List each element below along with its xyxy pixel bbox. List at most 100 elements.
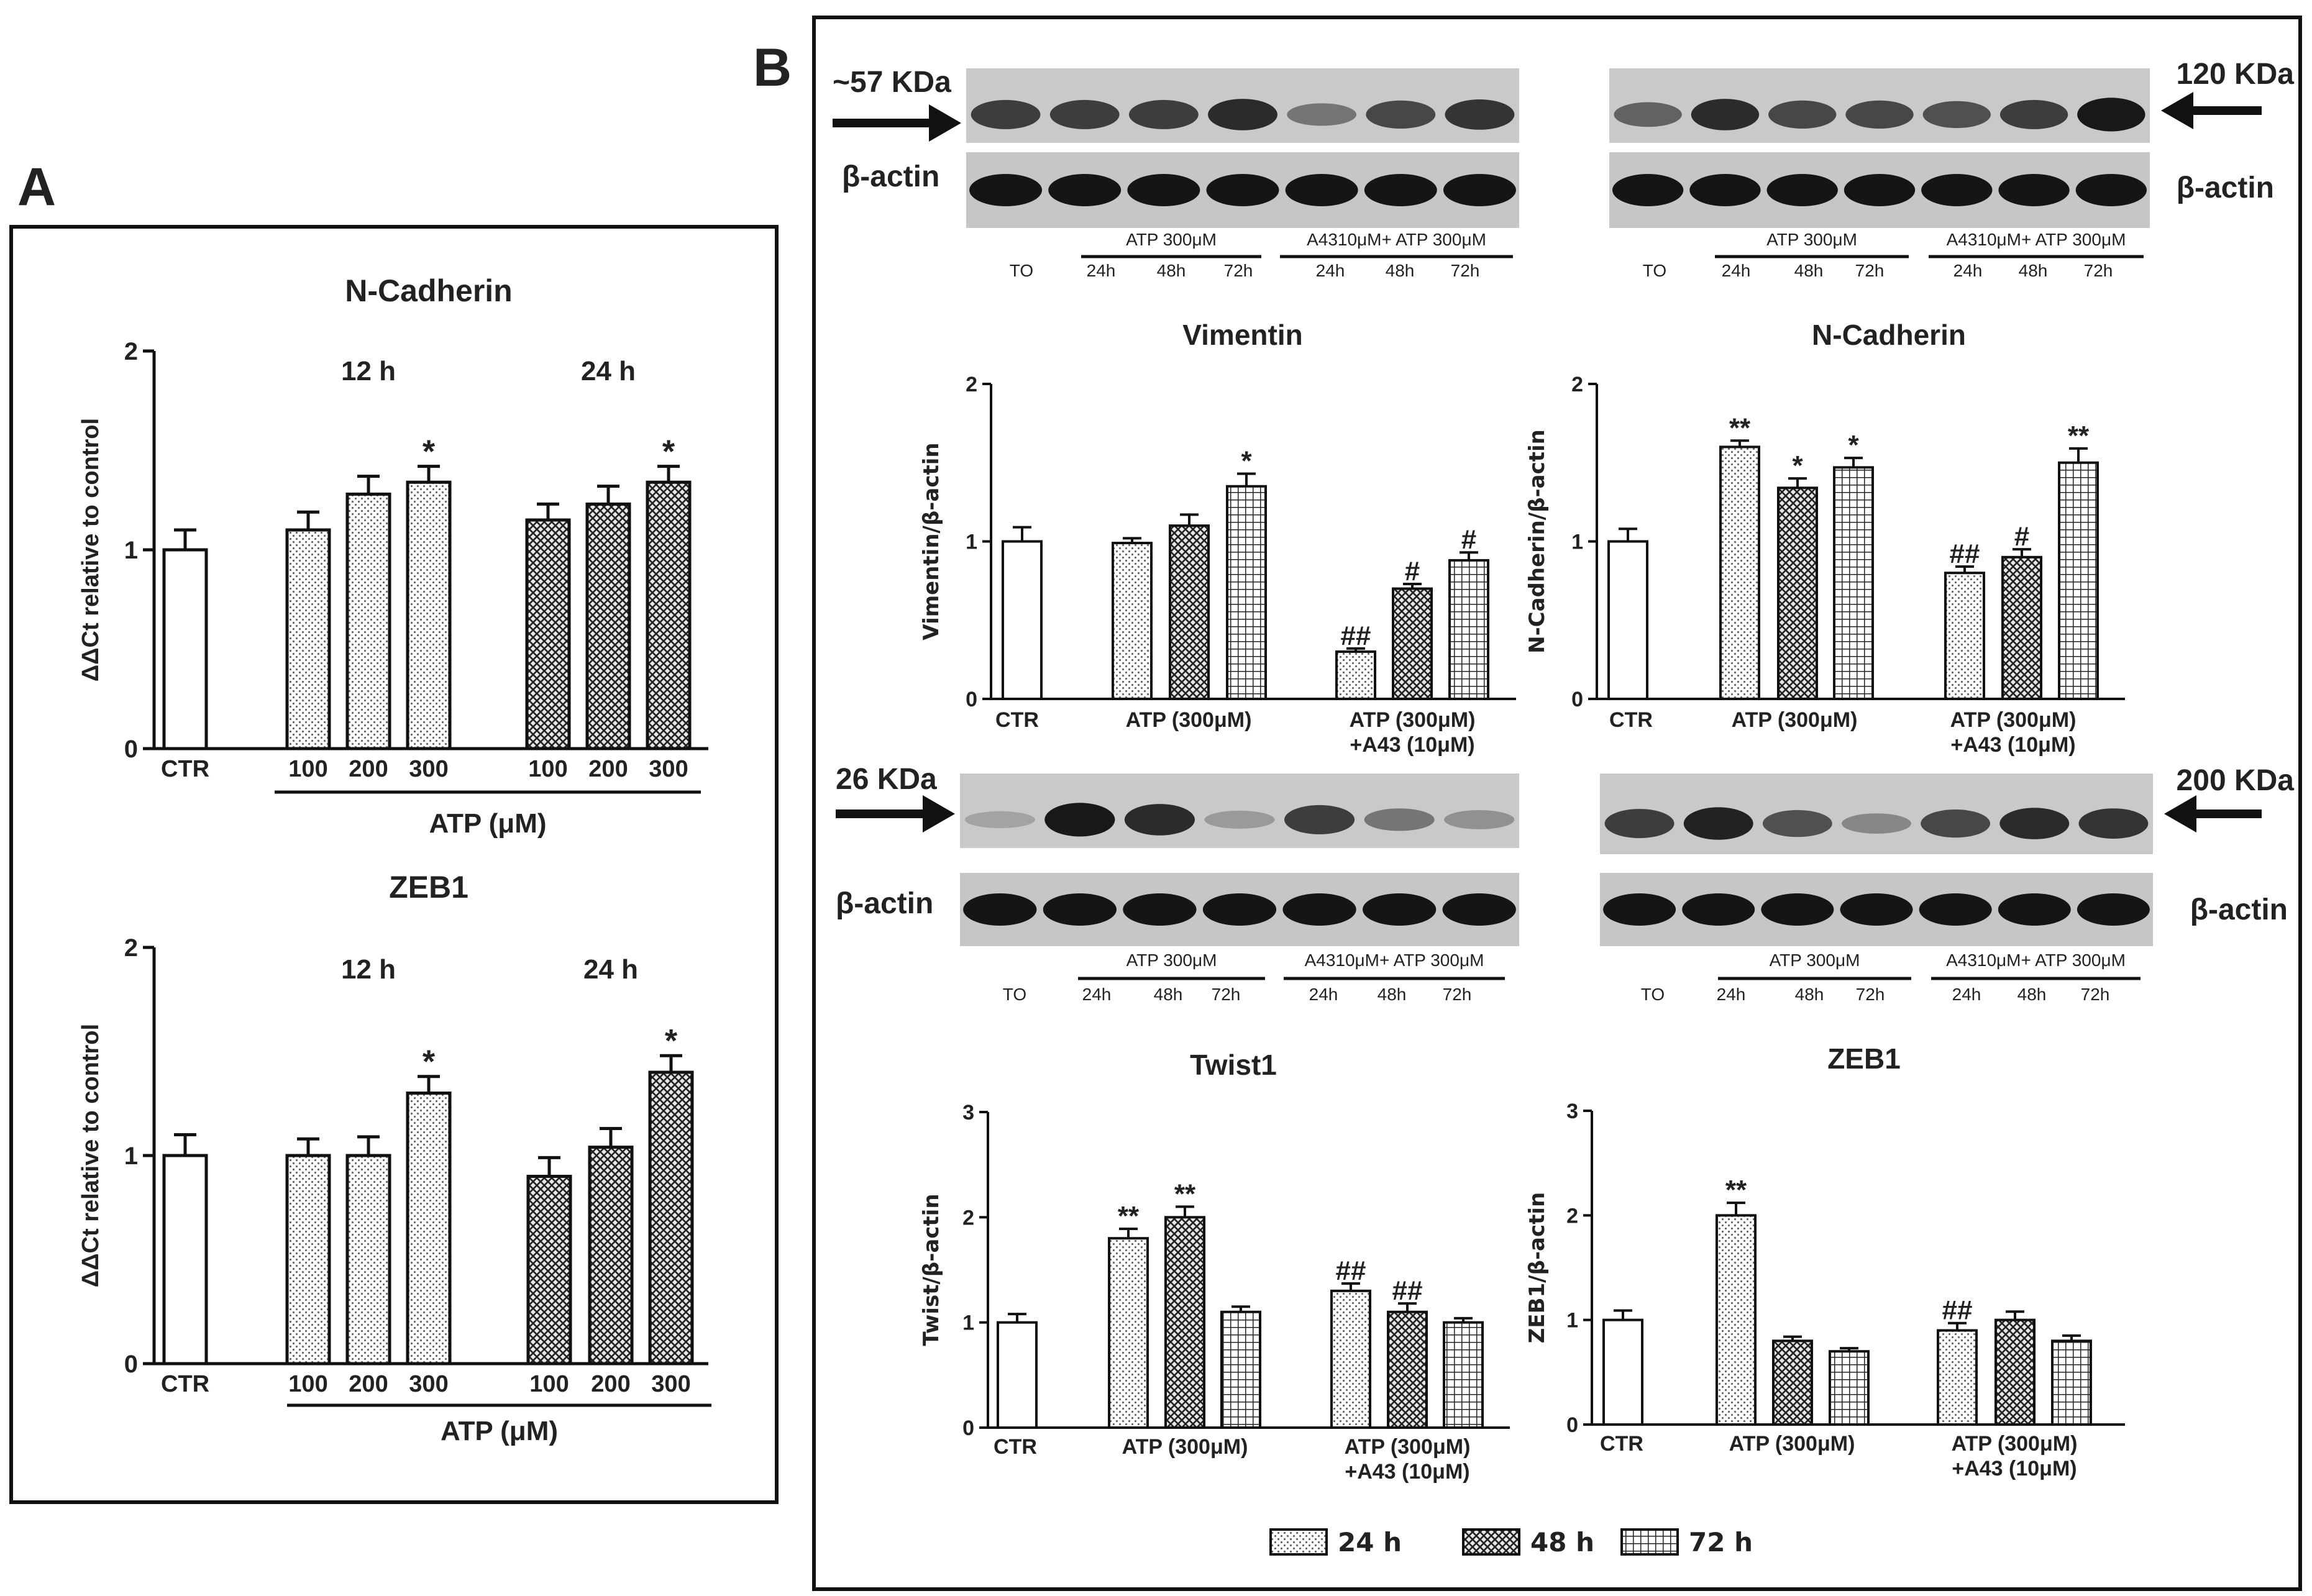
lane-label: 72h xyxy=(1451,261,1480,280)
actin-band xyxy=(1363,893,1437,926)
x-group-label: ATP (300μM) +A43 (10μM) xyxy=(1345,1435,1471,1484)
bar xyxy=(285,528,331,750)
actin-band xyxy=(1282,893,1356,926)
lane-label: 72h xyxy=(1443,985,1472,1004)
bar xyxy=(1335,650,1376,700)
actin-band xyxy=(1202,893,1277,926)
x-group-label-line: ATP (300μM) xyxy=(1122,1435,1248,1459)
protein-band xyxy=(1124,804,1195,836)
x-group-label: ATP (300μM) xyxy=(1729,1432,1855,1456)
ncadherin-densitometry-chart: N-CadherinN-Cadherin/β-actin012****###**… xyxy=(1525,319,2125,757)
bar xyxy=(2051,1339,2092,1426)
significance-mark: ## xyxy=(1942,1295,1973,1326)
bar xyxy=(1937,1329,1978,1426)
y-tick-label: 1 xyxy=(1566,1309,1578,1333)
x-tick-label: 100 xyxy=(288,756,327,782)
bar xyxy=(646,480,692,750)
x-tick-label: 300 xyxy=(409,756,448,782)
x-tick-label: CTR xyxy=(161,756,209,782)
y-tick-label: 0 xyxy=(962,1416,974,1440)
protein-band xyxy=(1445,99,1515,130)
y-tick-label: 0 xyxy=(1566,1413,1578,1437)
x-tick-label: 200 xyxy=(349,1371,388,1397)
actin-label: β-actin xyxy=(836,887,933,920)
y-axis-label: ΔΔCt relative to control xyxy=(78,1024,104,1287)
lane-label: 72h xyxy=(2084,261,2113,280)
lane-label: TO xyxy=(1641,985,1665,1004)
lane-label: 72h xyxy=(1856,985,1885,1004)
bar xyxy=(285,1154,331,1366)
lane-label: 72h xyxy=(1855,261,1885,280)
lane-label: 48h xyxy=(1157,261,1186,280)
bar xyxy=(1112,542,1153,700)
y-tick-label: 0 xyxy=(124,736,138,763)
y-axis-label: Vimentin/β-actin xyxy=(919,442,944,640)
bar xyxy=(2058,461,2099,700)
actin-band xyxy=(1919,893,1992,926)
legend-label: 48 h xyxy=(1530,1527,1594,1557)
panel-a-letter: A xyxy=(17,157,56,217)
ncadherin-qpcr-chart: N-Cadherin ΔΔCt relative to control 0 1 2 12 … xyxy=(78,273,708,839)
x-tick-label: 200 xyxy=(349,756,388,782)
x-tick-label: 300 xyxy=(409,1371,448,1397)
actin-band xyxy=(1840,893,1913,926)
zeb1-qpcr-chart: ZEB1 ΔΔCt relative to control 0 1 2 12 h 24 h C… xyxy=(78,870,711,1446)
x-tick-label: CTR xyxy=(161,1371,209,1397)
protein-band xyxy=(1128,99,1199,129)
bar xyxy=(1226,485,1267,701)
y-tick-label: 1 xyxy=(124,537,138,564)
legend-label: 24 h xyxy=(1338,1527,1402,1557)
protein-band xyxy=(1604,809,1675,839)
lane-label: 24h xyxy=(1717,985,1746,1004)
y-tick-label: 3 xyxy=(962,1101,974,1124)
molecular-weight-label: 26 KDa xyxy=(836,763,937,796)
bar xyxy=(1602,1318,1643,1426)
significance-mark: * xyxy=(1241,445,1252,476)
x-group-label-line: ATP (300μM) xyxy=(1350,708,1476,732)
x-group-label-line: CTR xyxy=(994,1435,1037,1459)
lane-label: TO xyxy=(1003,985,1026,1004)
actin-band xyxy=(1206,174,1279,206)
bar xyxy=(1944,572,1985,701)
protein-band xyxy=(1204,810,1275,829)
lane-label: 72h xyxy=(1224,261,1253,280)
arrow-head-icon xyxy=(923,795,955,832)
lane-label: TO xyxy=(1010,261,1033,280)
lane-label: 48h xyxy=(1386,261,1415,280)
bar xyxy=(1448,559,1489,700)
protein-band xyxy=(1287,103,1357,126)
arrow-head-icon xyxy=(929,104,961,142)
actin-band xyxy=(1364,174,1437,206)
bar xyxy=(1220,1310,1261,1430)
panel-b-frame xyxy=(812,16,2302,1591)
bar xyxy=(1994,1318,2036,1426)
treatment-group-label: A4310μM+ ATP 300μM xyxy=(1947,230,2126,249)
bar xyxy=(2001,555,2042,700)
group-label: 24 h xyxy=(583,954,638,985)
protein-band xyxy=(2077,98,2145,132)
legend-swatch xyxy=(1462,1528,1520,1556)
bar xyxy=(997,1321,1038,1430)
actin-band xyxy=(1766,174,1838,206)
lane-label: 24h xyxy=(1952,985,1981,1004)
protein-band xyxy=(1044,803,1115,837)
protein-band xyxy=(2078,808,2149,839)
legend-swatch xyxy=(1269,1528,1328,1556)
y-tick-label: 2 xyxy=(124,934,138,962)
x-group-label-line: ATP (300μM) xyxy=(1345,1435,1471,1459)
protein-band xyxy=(1768,100,1837,129)
protein-band xyxy=(1691,99,1760,130)
x-group-label: CTR xyxy=(994,1435,1037,1459)
significance-mark: ## xyxy=(1950,539,1980,569)
significance-mark: ## xyxy=(1392,1275,1423,1306)
lane-label: 72h xyxy=(2081,985,2110,1004)
legend-swatch xyxy=(1620,1528,1679,1556)
y-axis-label: ΔΔCt relative to control xyxy=(78,418,104,682)
lane-label: 48h xyxy=(1378,985,1407,1004)
actin-band xyxy=(1998,893,2071,926)
group-label: 12 h xyxy=(341,954,396,985)
x-group-label-line: +A43 (10μM) xyxy=(1950,733,2075,757)
arrow-head-icon xyxy=(2161,92,2193,129)
y-tick-label: 1 xyxy=(124,1142,138,1170)
